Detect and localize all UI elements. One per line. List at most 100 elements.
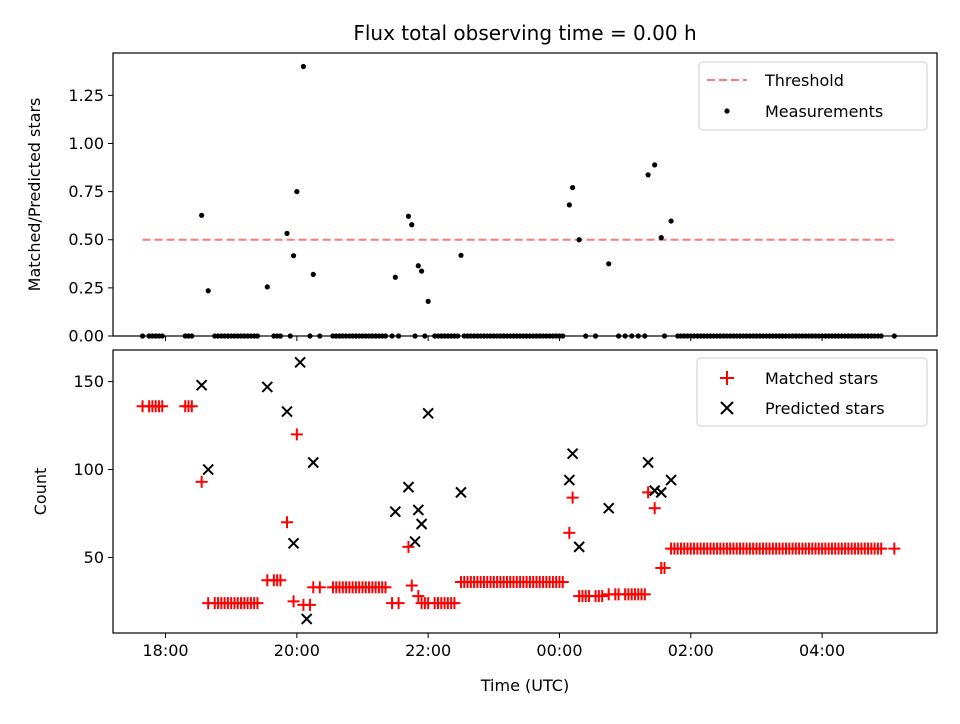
bottom-legend: Matched stars Predicted stars bbox=[696, 357, 928, 427]
matched-star-point bbox=[274, 574, 287, 587]
measurement-point bbox=[418, 268, 425, 274]
predicted-star-point bbox=[300, 613, 313, 625]
matched-star-point bbox=[402, 540, 415, 553]
legend-matched-label: Matched stars bbox=[765, 369, 878, 388]
measurement-point bbox=[425, 298, 431, 304]
matched-star-point bbox=[412, 590, 425, 603]
x-tick-label: 00:00 bbox=[536, 641, 582, 660]
matched-star-point bbox=[563, 526, 576, 539]
legend-measurements-label: Measurements bbox=[765, 102, 883, 121]
measurement-point bbox=[294, 189, 300, 195]
predicted-star-point bbox=[603, 502, 615, 514]
legend-predicted-label: Predicted stars bbox=[765, 399, 885, 418]
matched-star-point bbox=[638, 588, 651, 601]
matched-star-point bbox=[888, 542, 901, 555]
top-y-axis-label: Matched/Predicted stars bbox=[25, 98, 44, 292]
y-tick-label: 0.75 bbox=[68, 182, 104, 201]
matched-star-point bbox=[156, 400, 169, 413]
measurement-point bbox=[300, 63, 307, 70]
matched-star-point bbox=[303, 598, 316, 611]
measurement-point bbox=[458, 252, 464, 258]
measurement-point bbox=[310, 271, 316, 277]
measurement-point bbox=[405, 213, 412, 219]
predicted-star-point bbox=[281, 405, 293, 418]
predicted-star-point bbox=[261, 381, 274, 393]
predicted-star-point bbox=[195, 379, 208, 391]
bottom-axis-ticks: 50 100 150 18:00 20:00 22:00 00:00 02:00 04:00 bbox=[73, 372, 845, 660]
matched-star-point bbox=[287, 595, 300, 608]
measurement-point bbox=[652, 162, 658, 168]
matched-star-point bbox=[251, 597, 264, 610]
predicted-star-point bbox=[655, 486, 667, 499]
y-tick-label: 1.25 bbox=[68, 86, 104, 105]
predicted-star-point bbox=[287, 537, 300, 550]
top-legend-box bbox=[698, 61, 928, 131]
matched-star-point bbox=[313, 581, 326, 594]
matched-star-point bbox=[290, 428, 303, 441]
measurement-point bbox=[199, 212, 205, 218]
measurement-point bbox=[606, 261, 612, 267]
y-tick-label: 0.00 bbox=[68, 327, 104, 346]
matched-star-point bbox=[556, 576, 569, 589]
matched-star-point bbox=[195, 475, 208, 488]
measurement-point bbox=[264, 284, 270, 290]
matched-star-point bbox=[185, 400, 198, 413]
legend-threshold-label: Threshold bbox=[764, 71, 844, 90]
x-tick-label: 22:00 bbox=[405, 641, 451, 660]
measurement-point bbox=[645, 172, 651, 178]
matched-star-point bbox=[658, 561, 671, 574]
bottom-plot-frame bbox=[112, 349, 938, 634]
predicted-star-point bbox=[563, 474, 576, 486]
matched-star-point bbox=[448, 597, 461, 610]
predicted-star-point bbox=[665, 474, 677, 486]
matched-star-point bbox=[875, 542, 888, 555]
x-axis-label: Time (UTC) bbox=[480, 676, 569, 695]
bottom-panel: 50 100 150 18:00 20:00 22:00 00:00 02:00 04:00 C… bbox=[31, 349, 938, 695]
predicted-star-point bbox=[389, 506, 402, 518]
measurement-point bbox=[576, 237, 582, 243]
predicted-star-point bbox=[566, 448, 579, 460]
predicted-star-point bbox=[412, 504, 425, 516]
x-tick-label: 18:00 bbox=[142, 641, 188, 660]
matched-star-point bbox=[280, 516, 293, 529]
bottom-data-layer bbox=[136, 356, 901, 625]
matched-star-point bbox=[596, 590, 609, 603]
measurement-point bbox=[290, 253, 297, 259]
predicted-star-point bbox=[573, 541, 585, 553]
predicted-star-point bbox=[648, 484, 661, 497]
x-tick-label: 02:00 bbox=[668, 641, 714, 660]
top-plot-frame bbox=[112, 52, 938, 337]
measurement-point bbox=[570, 184, 576, 191]
top-panel: 0.00 0.25 0.50 0.75 1.00 1.25 Matched/Predict… bbox=[25, 52, 938, 346]
top-legend: Threshold Measurements bbox=[698, 61, 928, 131]
y-tick-label: 100 bbox=[73, 460, 104, 479]
measurement-point bbox=[668, 218, 674, 224]
predicted-star-point bbox=[202, 463, 214, 476]
matched-star-point bbox=[405, 579, 418, 592]
predicted-star-point bbox=[409, 535, 421, 548]
x-tick-label: 04:00 bbox=[799, 641, 845, 660]
predicted-star-point bbox=[402, 481, 415, 493]
matched-star-point bbox=[392, 597, 405, 610]
predicted-star-point bbox=[415, 518, 428, 530]
legend-measurements-swatch bbox=[724, 108, 730, 114]
y-tick-label: 0.25 bbox=[68, 278, 104, 297]
measurement-point bbox=[415, 263, 421, 269]
legend-matched-swatch bbox=[720, 371, 734, 385]
bottom-legend-box bbox=[696, 357, 928, 427]
y-tick-label: 50 bbox=[84, 548, 104, 567]
matched-star-point bbox=[566, 491, 579, 504]
measurement-point bbox=[392, 274, 398, 280]
x-tick-label: 20:00 bbox=[274, 641, 320, 660]
measurement-point bbox=[284, 230, 290, 236]
matched-star-point bbox=[648, 502, 661, 515]
measurement-point bbox=[566, 202, 572, 208]
measurement-point bbox=[205, 288, 211, 294]
y-tick-label: 150 bbox=[73, 372, 104, 391]
y-tick-label: 0.50 bbox=[68, 230, 104, 249]
top-axis-ticks: 0.00 0.25 0.50 0.75 1.00 1.25 bbox=[68, 86, 823, 346]
predicted-star-point bbox=[642, 456, 654, 469]
chart-title: Flux total observing time = 0.00 h bbox=[353, 21, 696, 45]
matched-star-point bbox=[379, 581, 392, 594]
